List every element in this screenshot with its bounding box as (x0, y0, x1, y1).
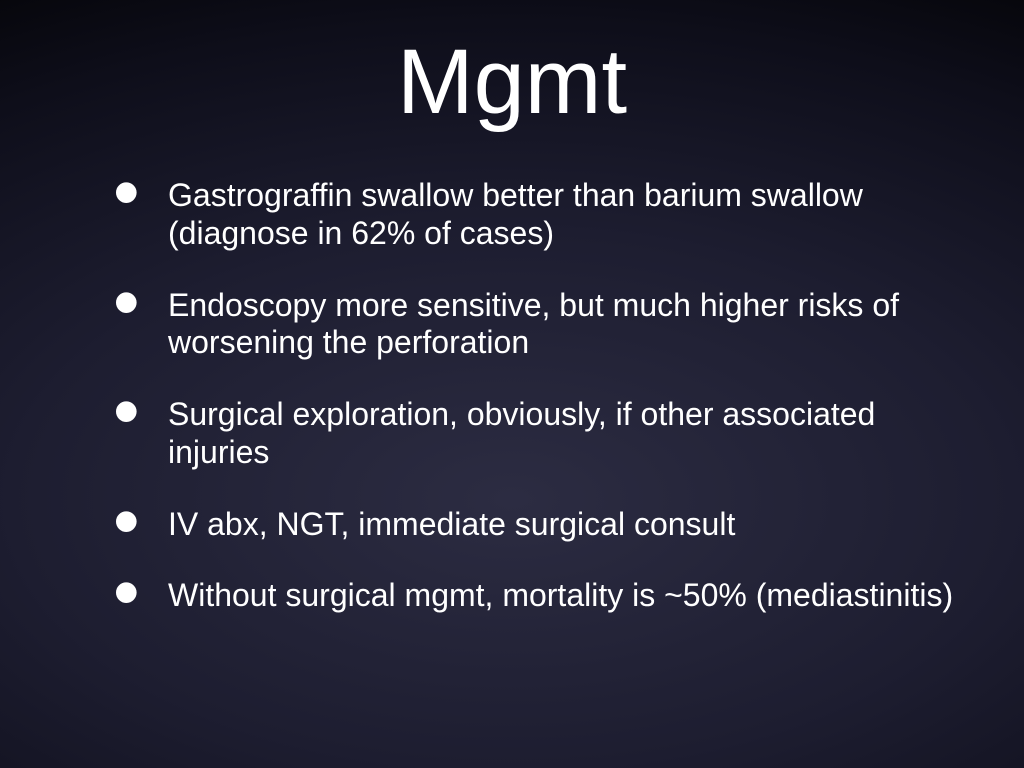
bullet-text: Gastrograffin swallow better than barium… (168, 177, 969, 253)
slide-title: Mgmt (55, 30, 969, 135)
bullet-icon: • (113, 374, 140, 450)
list-item: • Gastrograffin swallow better than bari… (113, 177, 969, 253)
list-item: • Without surgical mgmt, mortality is ~5… (113, 577, 969, 615)
bullet-icon: • (113, 484, 140, 560)
bullet-text: Endoscopy more sensitive, but much highe… (168, 287, 969, 363)
bullet-icon: • (113, 265, 140, 341)
bullet-icon: • (113, 155, 140, 231)
bullet-text: IV abx, NGT, immediate surgical consult (168, 506, 969, 544)
bullet-text: Without surgical mgmt, mortality is ~50%… (168, 577, 969, 615)
list-item: • Endoscopy more sensitive, but much hig… (113, 287, 969, 363)
list-item: • Surgical exploration, obviously, if ot… (113, 396, 969, 472)
bullet-text: Surgical exploration, obviously, if othe… (168, 396, 969, 472)
bullet-list: • Gastrograffin swallow better than bari… (55, 177, 969, 615)
list-item: • IV abx, NGT, immediate surgical consul… (113, 506, 969, 544)
bullet-icon: • (113, 555, 140, 631)
